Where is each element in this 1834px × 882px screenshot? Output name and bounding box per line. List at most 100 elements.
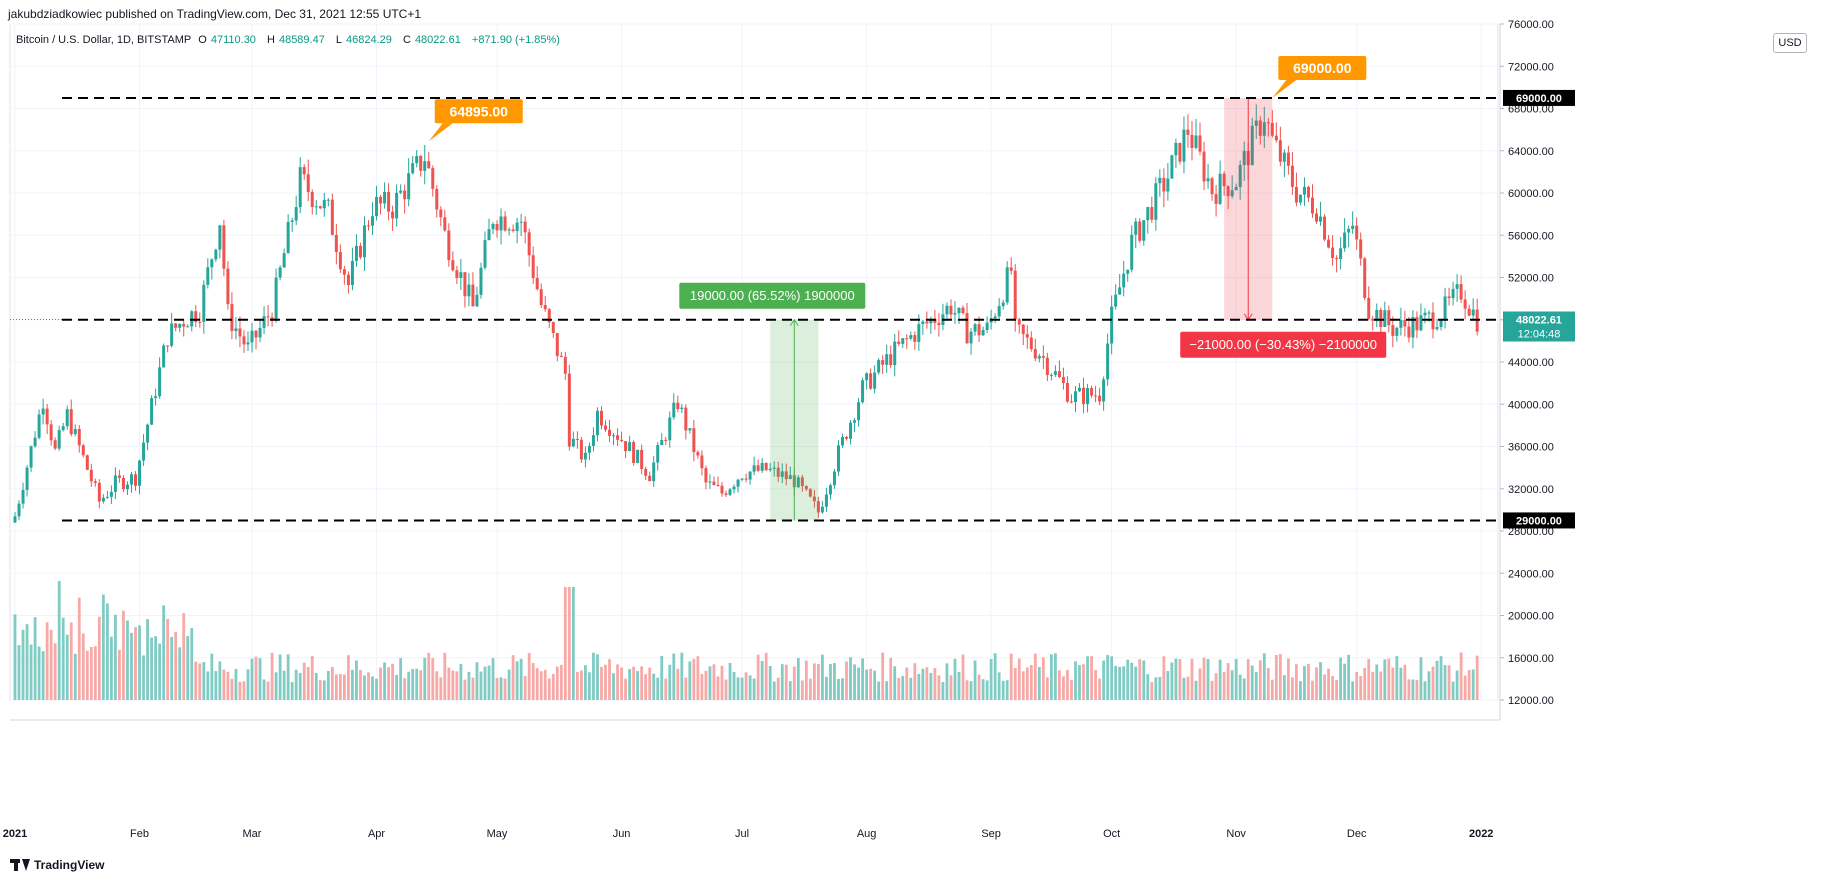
volume-bar bbox=[306, 667, 310, 700]
candle-body bbox=[142, 442, 146, 461]
candle-body bbox=[1375, 309, 1379, 321]
candle-body bbox=[869, 373, 873, 389]
candle-body bbox=[1142, 220, 1146, 241]
volume-bar bbox=[861, 658, 864, 700]
candle-body bbox=[1130, 234, 1134, 270]
candle-body bbox=[1310, 197, 1314, 214]
x-tick-label: 2021 bbox=[3, 828, 27, 840]
volume-bar bbox=[1331, 676, 1334, 700]
volume-bar bbox=[202, 662, 206, 700]
volume-bar bbox=[1222, 671, 1226, 700]
volume-bar bbox=[1206, 659, 1210, 700]
candle-body bbox=[342, 269, 346, 275]
candle-body bbox=[1086, 388, 1090, 405]
candle-body bbox=[736, 479, 740, 487]
volume-bar bbox=[1319, 662, 1322, 700]
volume-bar bbox=[17, 645, 21, 700]
candle-body bbox=[700, 455, 704, 469]
candle-body bbox=[511, 229, 515, 232]
volume-bar bbox=[720, 665, 724, 700]
candle-body bbox=[620, 439, 624, 442]
candle-body bbox=[1025, 334, 1029, 338]
candle-body bbox=[612, 435, 616, 437]
volume-bar bbox=[588, 672, 591, 700]
volume-bar bbox=[302, 662, 306, 700]
volume-bar bbox=[961, 654, 965, 700]
candle-body bbox=[73, 428, 77, 435]
candle-body bbox=[547, 309, 551, 323]
volume-bar bbox=[656, 677, 660, 700]
candle-body bbox=[1294, 186, 1298, 203]
volume-bar bbox=[1102, 660, 1106, 700]
candle-body bbox=[1250, 125, 1254, 166]
candle-body bbox=[258, 327, 262, 338]
volume-bar bbox=[363, 675, 366, 700]
candle-body bbox=[1170, 155, 1174, 179]
volume-bar bbox=[1311, 680, 1314, 700]
volume-bar bbox=[1250, 665, 1254, 700]
candle-body bbox=[997, 306, 1001, 317]
volume-bar bbox=[467, 671, 471, 700]
volume-bar bbox=[230, 678, 234, 700]
currency-button[interactable]: USD bbox=[1773, 33, 1807, 53]
candle-body bbox=[865, 373, 869, 381]
volume-bar bbox=[1455, 670, 1459, 700]
volume-bar bbox=[1142, 660, 1146, 700]
volume-bar bbox=[435, 671, 439, 700]
volume-bar bbox=[829, 664, 832, 700]
volume-bar bbox=[1017, 658, 1021, 700]
candle-body bbox=[1443, 296, 1447, 321]
volume-bar bbox=[736, 677, 740, 700]
symbol-title[interactable]: Bitcoin / U.S. Dollar, 1D, BITSTAMP bbox=[16, 34, 192, 46]
volume-bar bbox=[551, 673, 555, 700]
candle-body bbox=[832, 471, 836, 486]
candle-body bbox=[800, 477, 804, 487]
volume-bar bbox=[535, 668, 539, 700]
volume-bar bbox=[77, 597, 81, 700]
volume-bar bbox=[423, 657, 427, 700]
volume-bar bbox=[804, 660, 808, 700]
candle-body bbox=[366, 225, 370, 227]
volume-bar bbox=[704, 670, 708, 700]
candle-body bbox=[298, 167, 302, 208]
volume-bar bbox=[1182, 677, 1186, 700]
candle-body bbox=[69, 409, 73, 435]
candle-body bbox=[1110, 306, 1114, 344]
volume-bar bbox=[411, 669, 415, 700]
candle-body bbox=[278, 267, 282, 278]
candle-body bbox=[1302, 186, 1306, 195]
volume-bar bbox=[1070, 680, 1073, 700]
volume-bar bbox=[1270, 679, 1274, 700]
tradingview-logo[interactable]: TradingView bbox=[10, 858, 104, 872]
candle-body bbox=[101, 497, 105, 502]
last-price-value: 48022.61 bbox=[1516, 315, 1562, 327]
candle-body bbox=[555, 333, 559, 356]
candle-body bbox=[1266, 122, 1270, 124]
candle-body bbox=[688, 428, 692, 431]
candle-body bbox=[479, 267, 483, 295]
candle-body bbox=[1021, 324, 1025, 335]
volume-bar bbox=[981, 679, 985, 700]
volume-bar bbox=[1186, 676, 1190, 700]
x-tick-label: Sep bbox=[981, 828, 1001, 840]
candle-body bbox=[748, 471, 752, 480]
candle-body bbox=[198, 321, 202, 323]
candle-body bbox=[334, 234, 338, 253]
volume-bar bbox=[290, 682, 294, 700]
candle-body bbox=[459, 272, 463, 279]
volume-bar bbox=[1054, 653, 1057, 700]
candle-body bbox=[664, 440, 668, 442]
volume-bar bbox=[495, 678, 499, 700]
volume-bar bbox=[93, 646, 97, 700]
candle-body bbox=[1298, 194, 1302, 203]
volume-bar bbox=[684, 677, 688, 700]
candle-body bbox=[306, 174, 310, 193]
volume-bar bbox=[45, 622, 49, 700]
volume-bar bbox=[893, 666, 897, 700]
level-badge-label: 29000.00 bbox=[1516, 515, 1562, 527]
volume-bar bbox=[1327, 668, 1330, 700]
volume-bar bbox=[913, 663, 917, 700]
volume-bar bbox=[1399, 667, 1403, 700]
volume-bar bbox=[383, 662, 386, 700]
